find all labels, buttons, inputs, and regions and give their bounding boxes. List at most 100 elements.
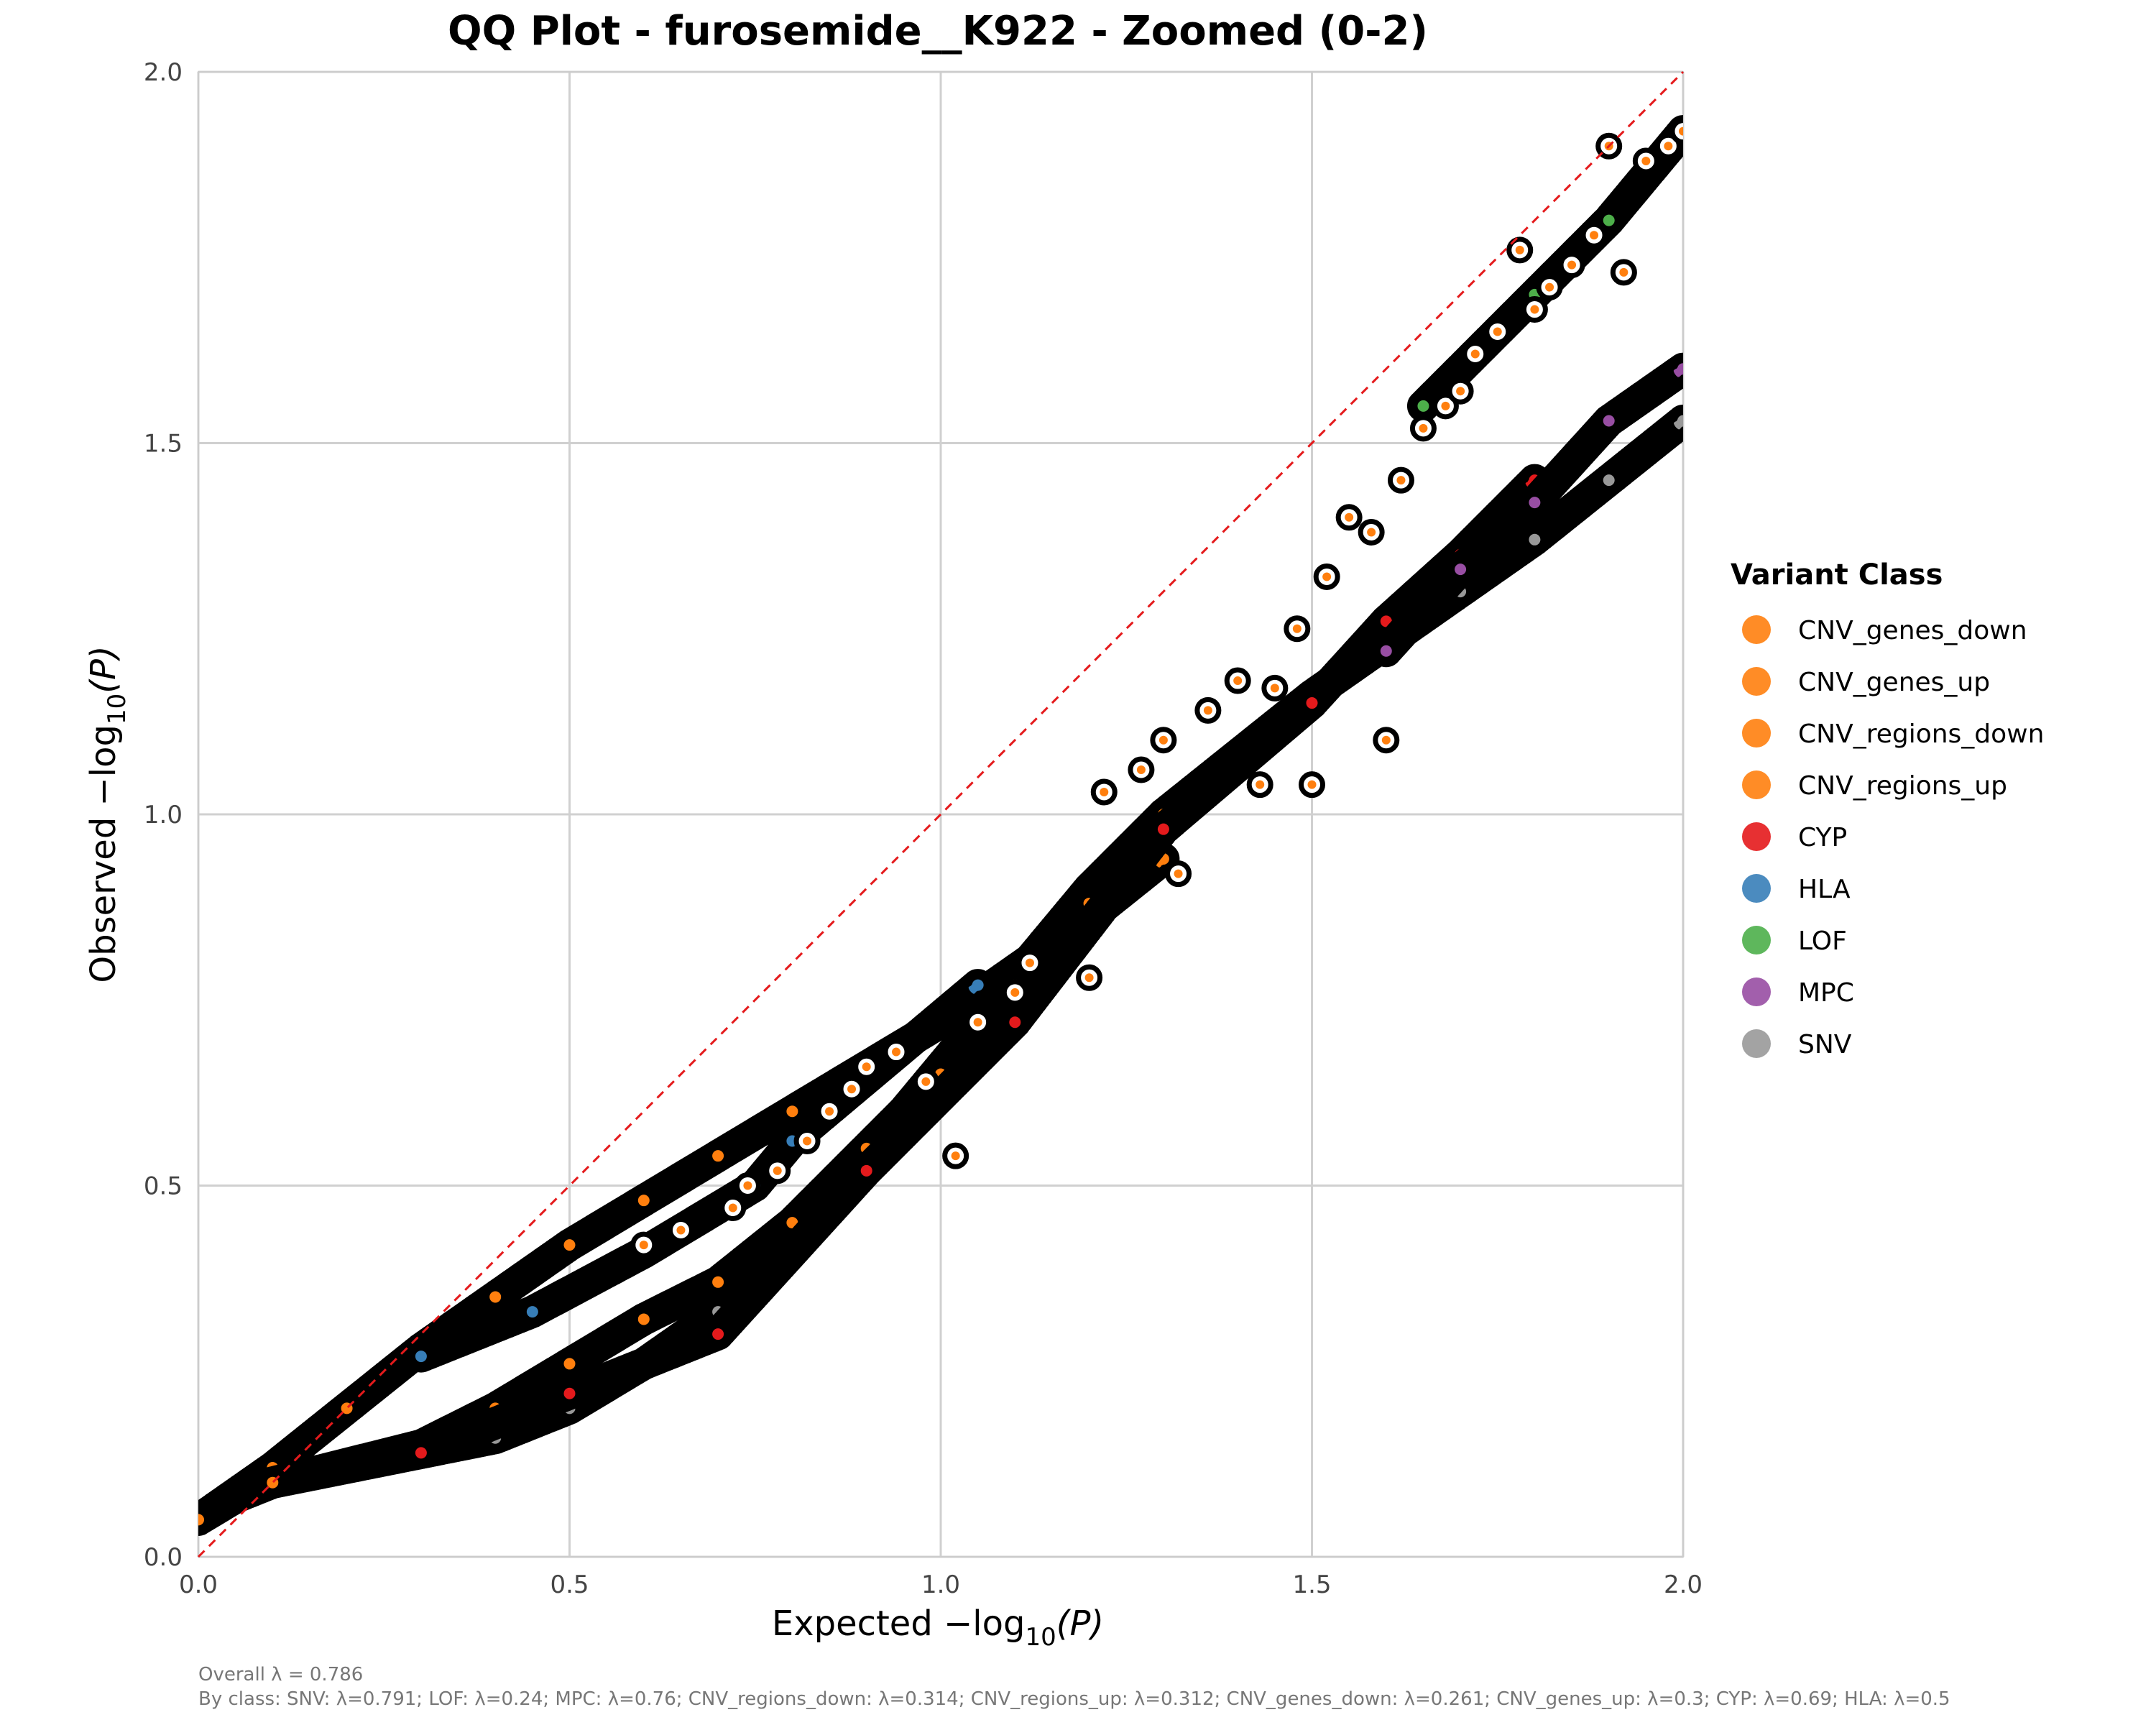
legend-marker bbox=[1742, 770, 1771, 799]
series-mpc bbox=[1370, 352, 1683, 668]
footnote-overall: Overall λ = 0.786 bbox=[198, 1664, 363, 1685]
data-point-cnv-regions-down bbox=[637, 1195, 650, 1207]
highlighted-point-core bbox=[1367, 528, 1376, 537]
legend-entry: LOF bbox=[1742, 926, 1847, 956]
legend-marker bbox=[1742, 667, 1771, 696]
legend-marker bbox=[1742, 1029, 1771, 1058]
highlighted-point-core bbox=[803, 1136, 812, 1146]
y-tick-label: 0.5 bbox=[144, 1172, 183, 1201]
x-axis-title-suffix: (P) bbox=[1056, 1604, 1104, 1644]
highlighted-point-core bbox=[1567, 260, 1577, 270]
legend-marker bbox=[1742, 615, 1771, 644]
data-point-cyp bbox=[1306, 697, 1318, 709]
x-axis-title-prefix: Expected −log bbox=[772, 1604, 1026, 1644]
highlighted-point-core bbox=[1345, 512, 1354, 522]
legend-entry: MPC bbox=[1742, 978, 1854, 1008]
highlighted-point-core bbox=[1590, 231, 1599, 240]
data-point-cnv-regions-up bbox=[637, 1313, 650, 1325]
x-tick-label: 1.0 bbox=[921, 1570, 960, 1599]
highlighted-point-core bbox=[1419, 423, 1428, 433]
data-point-snv bbox=[1529, 533, 1541, 546]
data-point-cyp bbox=[712, 1328, 724, 1340]
legend-label: SNV bbox=[1798, 1030, 1852, 1059]
data-point-snv bbox=[1677, 415, 1683, 427]
highlighted-point-core bbox=[1679, 126, 1683, 136]
data-point-cyp bbox=[415, 1447, 427, 1459]
legend-marker bbox=[1742, 822, 1771, 851]
highlighted-point-core bbox=[973, 1018, 982, 1027]
y-tick-label: 1.5 bbox=[144, 430, 183, 459]
data-point-cyp bbox=[1157, 823, 1169, 835]
legend-title: Variant Class bbox=[1731, 558, 1943, 592]
legend-marker bbox=[1742, 874, 1771, 903]
highlighted-point-core bbox=[1158, 735, 1168, 745]
highlighted-point-core bbox=[1456, 387, 1465, 396]
highlighted-point-core bbox=[1619, 267, 1628, 277]
highlighted-point-core bbox=[825, 1107, 834, 1116]
x-tick-labels: 0.0 0.5 1.0 1.5 2.0 bbox=[179, 1570, 1703, 1599]
data-point-cnv-regions-down bbox=[198, 1514, 204, 1526]
legend-entry: CNV_genes_down bbox=[1742, 615, 2027, 645]
legend: Variant Class CNV_genes_down CNV_genes_up… bbox=[1731, 558, 2044, 1059]
y-axis-title-prefix: Observed −log bbox=[83, 724, 124, 983]
footnote-by-class: By class: SNV: λ=0.791; LOF: λ=0.24; MPC… bbox=[198, 1688, 1950, 1710]
y-tick-labels: 0.0 0.5 1.0 1.5 2.0 bbox=[144, 58, 183, 1572]
highlighted-point-core bbox=[1174, 869, 1183, 878]
legend-label: HLA bbox=[1798, 875, 1851, 904]
data-point-hla bbox=[526, 1306, 538, 1318]
legend-label: MPC bbox=[1798, 978, 1854, 1008]
data-point-mpc bbox=[1455, 564, 1467, 576]
y-tick-label: 1.0 bbox=[144, 801, 183, 829]
legend-entry: HLA bbox=[1742, 874, 1851, 904]
data-points bbox=[198, 115, 1683, 1536]
data-point-cnv-regions-down bbox=[563, 1239, 576, 1251]
legend-marker bbox=[1742, 719, 1771, 748]
data-point-cyp bbox=[563, 1387, 576, 1399]
highlighted-points bbox=[630, 118, 1683, 1259]
data-point-hla bbox=[415, 1351, 427, 1363]
highlighted-point-core bbox=[1470, 349, 1480, 359]
legend-label: CYP bbox=[1798, 823, 1847, 852]
highlighted-point-core bbox=[921, 1077, 931, 1086]
reference-line bbox=[197, 70, 1685, 1558]
highlighted-point bbox=[1669, 118, 1683, 145]
highlighted-point-core bbox=[1664, 142, 1673, 151]
data-point-cnv-regions-down bbox=[786, 1105, 798, 1118]
legend-label: CNV_genes_down bbox=[1798, 616, 2027, 645]
highlighted-point-core bbox=[1270, 684, 1279, 693]
legend-label: LOF bbox=[1798, 926, 1847, 956]
highlighted-point-core bbox=[1256, 780, 1265, 789]
highlighted-point-core bbox=[773, 1166, 782, 1175]
highlighted-point-core bbox=[1307, 780, 1317, 789]
legend-label: CNV_regions_down bbox=[1798, 719, 2044, 749]
legend-label: CNV_genes_up bbox=[1798, 668, 1990, 697]
highlighted-point-core bbox=[1641, 156, 1651, 165]
highlighted-point-core bbox=[1100, 788, 1109, 797]
legend-entry: CYP bbox=[1742, 822, 1847, 852]
x-tick-label: 2.0 bbox=[1664, 1570, 1703, 1599]
highlighted-point-core bbox=[1136, 765, 1146, 775]
highlighted-point-core bbox=[847, 1085, 857, 1094]
data-point-mpc bbox=[1380, 645, 1392, 657]
highlighted-point-core bbox=[1233, 676, 1243, 686]
highlighted-point-core bbox=[1322, 572, 1332, 581]
highlighted-point-core bbox=[639, 1241, 648, 1250]
data-point-mpc bbox=[1529, 497, 1541, 509]
legend-entry: SNV bbox=[1742, 1029, 1852, 1059]
legend-marker bbox=[1742, 978, 1771, 1006]
plot-frame bbox=[198, 71, 1684, 1558]
y-axis-title-subscript: 10 bbox=[103, 694, 132, 724]
data-point-cyp bbox=[1009, 1016, 1021, 1029]
highlighted-point-core bbox=[676, 1225, 686, 1235]
y-tick-label: 2.0 bbox=[144, 58, 183, 87]
x-tick-label: 1.5 bbox=[1292, 1570, 1331, 1599]
data-point-cyp bbox=[860, 1164, 872, 1177]
data-point-mpc bbox=[1677, 363, 1683, 375]
data-point-cnv-regions-up bbox=[712, 1276, 724, 1288]
highlighted-point-core bbox=[1025, 958, 1034, 967]
highlighted-point-core bbox=[1084, 973, 1094, 983]
highlighted-point-core bbox=[728, 1203, 737, 1213]
legend-entry: CNV_genes_up bbox=[1742, 667, 1990, 697]
highlighted-point-core bbox=[1381, 735, 1391, 745]
